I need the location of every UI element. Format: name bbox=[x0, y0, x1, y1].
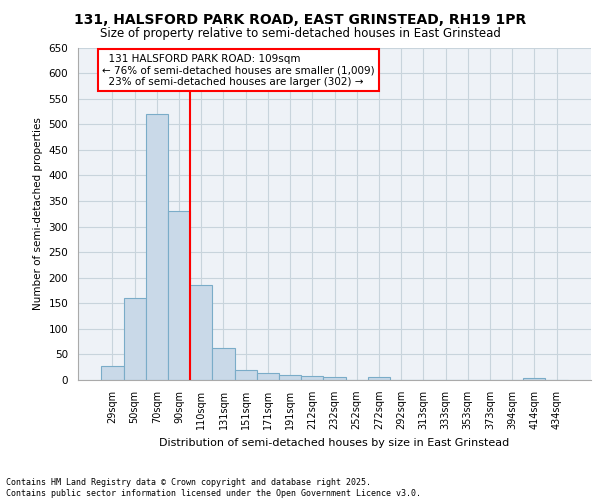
Text: 131 HALSFORD PARK ROAD: 109sqm
← 76% of semi-detached houses are smaller (1,009): 131 HALSFORD PARK ROAD: 109sqm ← 76% of … bbox=[103, 54, 375, 87]
Bar bbox=[235, 370, 257, 380]
Bar bbox=[190, 286, 212, 380]
Text: Size of property relative to semi-detached houses in East Grinstead: Size of property relative to semi-detach… bbox=[100, 28, 500, 40]
Bar bbox=[257, 374, 279, 380]
Bar bbox=[368, 378, 390, 380]
Bar bbox=[101, 366, 124, 380]
Bar bbox=[124, 298, 146, 380]
Bar bbox=[168, 211, 190, 380]
Bar bbox=[523, 378, 545, 380]
Bar bbox=[212, 348, 235, 380]
Bar bbox=[301, 376, 323, 380]
Text: Contains HM Land Registry data © Crown copyright and database right 2025.
Contai: Contains HM Land Registry data © Crown c… bbox=[6, 478, 421, 498]
Bar bbox=[323, 378, 346, 380]
X-axis label: Distribution of semi-detached houses by size in East Grinstead: Distribution of semi-detached houses by … bbox=[160, 438, 509, 448]
Bar bbox=[146, 114, 168, 380]
Text: 131, HALSFORD PARK ROAD, EAST GRINSTEAD, RH19 1PR: 131, HALSFORD PARK ROAD, EAST GRINSTEAD,… bbox=[74, 12, 526, 26]
Y-axis label: Number of semi-detached properties: Number of semi-detached properties bbox=[33, 118, 43, 310]
Bar bbox=[279, 375, 301, 380]
